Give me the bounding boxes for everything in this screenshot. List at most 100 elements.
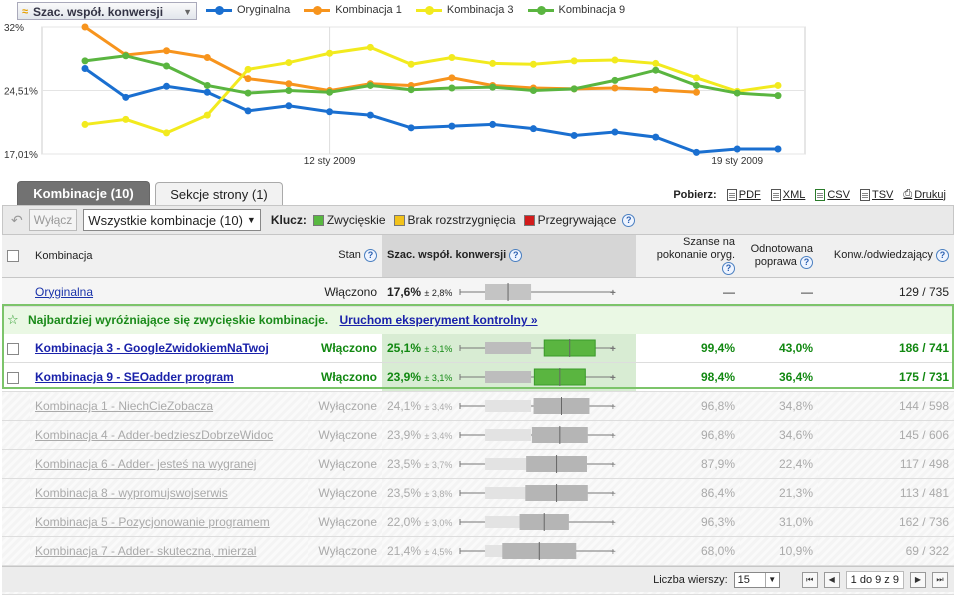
- x-tick-label: 12 sty 2009: [304, 156, 356, 167]
- data-point: [570, 85, 578, 93]
- chart-legend: Oryginalna Kombinacja 1 Kombinacja 3 Kombin…: [206, 4, 625, 16]
- header-name: Kombinacja: [30, 235, 308, 278]
- run-control-experiment-link[interactable]: Uruchom eksperyment kontrolny »: [339, 313, 538, 328]
- row-checkbox-cell: [2, 391, 30, 421]
- help-icon[interactable]: ?: [364, 249, 377, 263]
- data-point: [774, 81, 782, 89]
- rows-per-page-select[interactable]: 15 ▼: [733, 571, 780, 588]
- row-name-link[interactable]: Kombinacja 8 - wypromujswojserwis: [35, 486, 228, 500]
- row-name: Kombinacja 8 - wypromujswojserwis: [30, 478, 308, 508]
- ci-plus: +: [610, 344, 616, 355]
- winner-banner: ☆ Najbardziej wyróżniające się zwycięski…: [2, 306, 954, 334]
- table-header-row: Kombinacja Stan ? Szac. współ. konwersji…: [2, 235, 954, 278]
- legend-item[interactable]: Oryginalna: [206, 4, 290, 16]
- table-row: Kombinacja 7 - Adder- skuteczna, mierzal…: [2, 536, 954, 566]
- tab-combinations[interactable]: Kombinacje (10): [17, 181, 150, 205]
- ci-bar: +: [459, 455, 616, 473]
- print-link[interactable]: ⎙ Drukuj: [903, 188, 946, 201]
- data-point: [81, 57, 89, 65]
- download-pdf-link[interactable]: PDF: [726, 188, 761, 201]
- legend-item[interactable]: Kombinacja 9: [527, 4, 626, 16]
- header-status[interactable]: Stan ?: [308, 235, 382, 278]
- y-tick-label: 24,51%: [4, 87, 38, 98]
- ci-baseline-band: [485, 429, 532, 441]
- help-icon[interactable]: ?: [800, 255, 813, 269]
- select-all-checkbox[interactable]: [7, 249, 19, 262]
- data-point: [652, 86, 660, 94]
- row-name-link[interactable]: Kombinacja 6 - Adder- jesteś na wygranej: [35, 457, 257, 471]
- row-checkbox-cell: [2, 277, 30, 307]
- row-name-link[interactable]: Kombinacja 1 - NiechCieZobacza: [35, 399, 214, 413]
- row-checkbox[interactable]: [7, 371, 19, 384]
- first-page-button[interactable]: ⏮: [801, 571, 818, 588]
- row-status: Włączono: [308, 277, 382, 307]
- series-line: [84, 25, 697, 94]
- header-rate[interactable]: Szac. współ. konwersji ?: [382, 235, 636, 278]
- chevron-down-icon: ▼: [764, 572, 779, 587]
- row-chance: 87,9%: [636, 449, 740, 479]
- row-status: Wyłączone: [308, 391, 382, 421]
- data-point: [652, 133, 660, 141]
- data-point: [366, 43, 374, 51]
- help-icon[interactable]: ?: [622, 213, 636, 227]
- printer-icon: ⎙: [903, 188, 913, 200]
- data-point: [570, 131, 578, 139]
- help-icon[interactable]: ?: [722, 262, 735, 276]
- y-tick-label: 17,01%: [4, 150, 38, 161]
- data-point: [81, 65, 89, 73]
- download-tsv-link[interactable]: TSV: [859, 188, 893, 201]
- row-rate-ci: ± 3,8%: [424, 489, 453, 499]
- next-page-button[interactable]: ▶: [910, 571, 926, 588]
- metric-dropdown[interactable]: ≈ Szac. współ. konwersji ▼: [17, 2, 197, 20]
- header-chance[interactable]: Szanse na pokonanie oryg. ?: [636, 235, 740, 278]
- combination-filter-value: Wszystkie kombinacje (10): [88, 212, 243, 228]
- disable-button[interactable]: Wyłącz: [28, 209, 78, 231]
- table-row: Kombinacja 6 - Adder- jesteś na wygranej…: [2, 449, 954, 479]
- ci-bar: +: [459, 513, 616, 531]
- row-name-link[interactable]: Kombinacja 9 - SEOadder program: [35, 370, 234, 384]
- data-point: [122, 93, 130, 101]
- row-rate-value: 23,9%: [387, 428, 422, 442]
- row-name-link[interactable]: Kombinacja 7 - Adder- skuteczna, mierzal: [35, 544, 257, 558]
- row-name: Kombinacja 7 - Adder- skuteczna, mierzal: [30, 536, 308, 566]
- legend-label: Kombinacja 9: [558, 4, 626, 16]
- row-name-link[interactable]: Kombinacja 3 - GoogleZwidokiemNaTwoj: [35, 341, 269, 355]
- chevron-down-icon: ▼: [246, 215, 256, 225]
- row-rate: 21,4% ± 4,5% +: [382, 536, 636, 566]
- row-improvement: 21,3%: [740, 478, 818, 508]
- row-rate: 23,9% ± 3,4% +: [382, 420, 636, 450]
- data-point: [611, 128, 619, 136]
- legend-item[interactable]: Kombinacja 3: [415, 4, 514, 16]
- row-checkbox[interactable]: [7, 342, 19, 355]
- line-chart: 32% 24,51% 17,01% 12 sty 2009 19 sty 2009: [4, 23, 806, 167]
- row-name: Oryginalna: [30, 277, 308, 307]
- data-point: [652, 66, 660, 74]
- x-tick-label: 19 sty 2009: [711, 156, 763, 167]
- tab-page-sections[interactable]: Sekcje strony (1): [155, 182, 283, 205]
- download-csv-link[interactable]: CSV: [815, 188, 850, 201]
- ci-baseline-band: [485, 342, 532, 354]
- data-point: [489, 83, 497, 91]
- last-page-button[interactable]: ⏭: [932, 571, 948, 588]
- row-rate-ci: ± 3,7%: [424, 460, 453, 470]
- row-name-link[interactable]: Kombinacja 5 - Pozycjonowanie programem: [35, 515, 270, 529]
- data-point: [652, 59, 660, 67]
- header-chance-label: Szanse na pokonanie oryg.: [656, 236, 735, 262]
- legend-item[interactable]: Kombinacja 1: [304, 4, 402, 16]
- metric-dropdown-label: Szac. współ. konwersji: [33, 4, 164, 19]
- data-point: [407, 86, 415, 94]
- row-name-link[interactable]: Kombinacja 4 - Adder-bedzieszDobrzeWidoc: [35, 428, 274, 442]
- data-point: [203, 54, 211, 62]
- help-icon[interactable]: ?: [936, 249, 949, 263]
- header-conv[interactable]: Konw./odwiedzający ?: [818, 235, 954, 278]
- download-xml-link[interactable]: XML: [770, 188, 805, 201]
- help-icon[interactable]: ?: [509, 249, 523, 263]
- row-conv: 144 / 598: [818, 391, 954, 421]
- row-name-link[interactable]: Oryginalna: [35, 284, 94, 299]
- row-chance: 86,4%: [636, 478, 740, 508]
- combination-filter-select[interactable]: Wszystkie kombinacje (10) ▼: [83, 209, 261, 231]
- header-improvement[interactable]: Odnotowana poprawa ?: [740, 235, 818, 278]
- prev-page-button[interactable]: ◀: [823, 571, 840, 588]
- key-label-text: Brak rozstrzygnięcia: [407, 213, 516, 227]
- row-rate-ci: ± 4,5%: [424, 547, 453, 557]
